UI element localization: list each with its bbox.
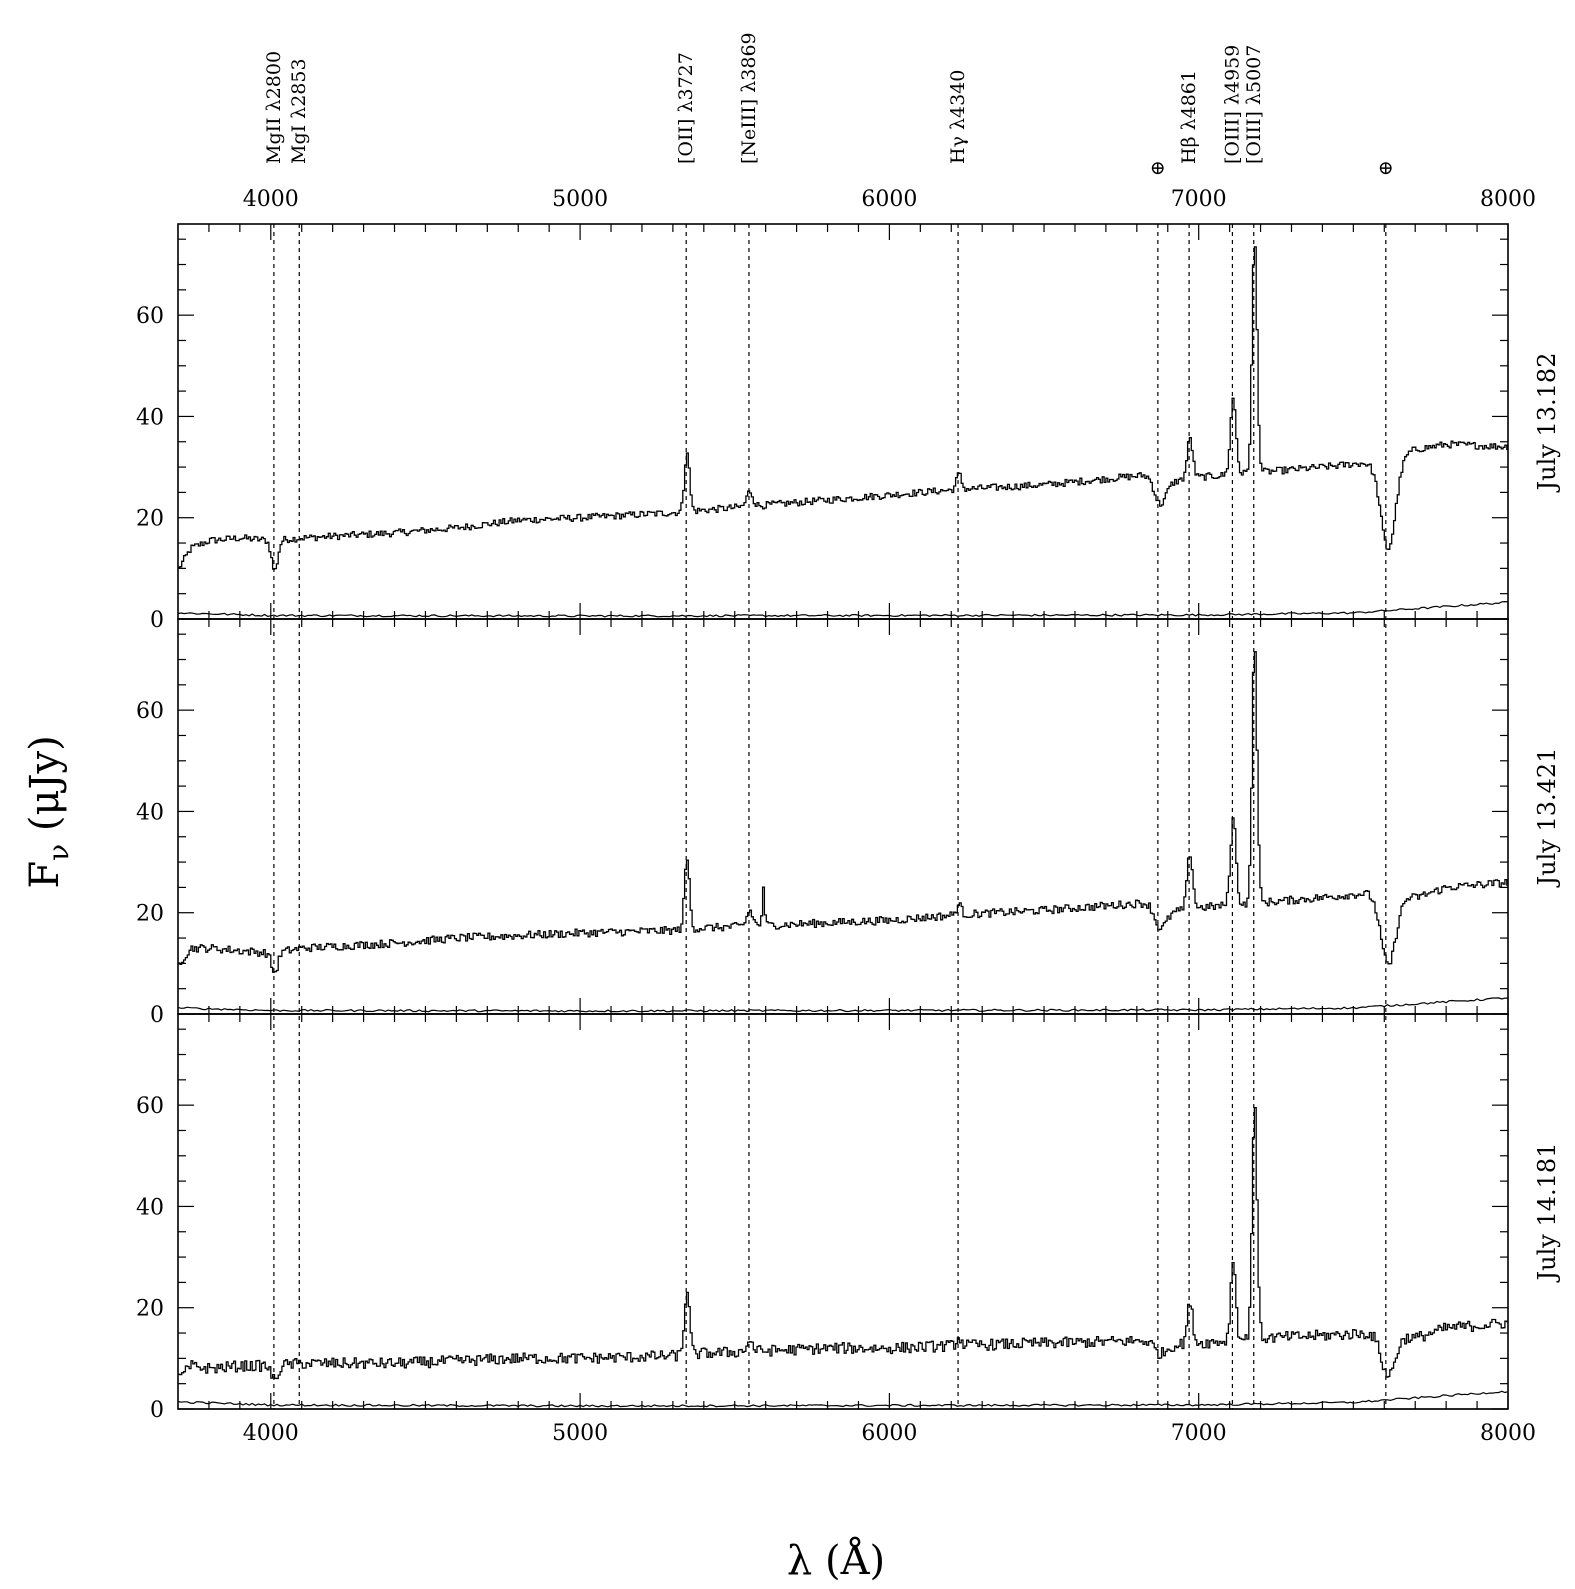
spectrum-line-1 — [178, 651, 1508, 973]
x-tick-label-bottom-4000: 4000 — [243, 1421, 299, 1446]
x-tick-label-top-8000: 8000 — [1480, 187, 1536, 212]
y-tick-label-1-20: 20 — [136, 902, 164, 927]
y-tick-label-1-60: 60 — [136, 699, 164, 724]
panel-label-0: July 13.182 — [1533, 353, 1561, 494]
y-axis-title-subscript: ν — [42, 844, 75, 861]
panel-frame-1 — [177, 618, 1509, 1015]
marker-label-2: [OII] λ3727 — [675, 52, 697, 164]
marker-label-0: MgII λ2800 — [263, 51, 285, 164]
y-tick-label-2-40: 40 — [136, 1195, 164, 1220]
spectrum-line-0 — [178, 246, 1508, 570]
spectrum-line-2 — [178, 1106, 1508, 1380]
panel-frame-0 — [177, 223, 1509, 620]
panel-label-1: July 13.421 — [1533, 748, 1561, 889]
y-tick-label-0-60: 60 — [136, 304, 164, 329]
y-tick-label-1-40: 40 — [136, 800, 164, 825]
y-tick-label-0-0: 0 — [150, 608, 164, 633]
marker-label-5: ⊕ — [1150, 157, 1166, 179]
error-line-2 — [177, 1390, 1509, 1408]
marker-label-9: ⊕ — [1378, 157, 1394, 179]
x-tick-label-bottom-6000: 6000 — [861, 1421, 917, 1446]
error-line-0 — [177, 600, 1509, 618]
x-tick-label-top-4000: 4000 — [243, 187, 299, 212]
panel-label-2: July 14.181 — [1533, 1143, 1561, 1284]
spectra-series — [177, 246, 1509, 1410]
panel-frame-2 — [177, 1013, 1509, 1410]
y-tick-label-1-0: 0 — [150, 1003, 164, 1028]
x-tick-label-top-5000: 5000 — [552, 187, 608, 212]
x-tick-label-bottom-5000: 5000 — [552, 1421, 608, 1446]
y-tick-label-2-20: 20 — [136, 1297, 164, 1322]
marker-label-8: [OIII] λ5007 — [1243, 45, 1265, 164]
panel-frames — [177, 223, 1509, 1410]
axis-labels: MgII λ2800 MgI λ2853 [OII] λ3727 [NeIII] λ3… — [136, 32, 1561, 1446]
emission-line-markers — [273, 224, 1387, 1409]
y-axis-title: Fν (μJy) — [22, 735, 75, 888]
marker-label-6: Hβ λ4861 — [1178, 70, 1200, 164]
x-tick-label-top-7000: 7000 — [1171, 187, 1227, 212]
marker-label-1: MgI λ2853 — [288, 58, 310, 164]
y-tick-label-0-20: 20 — [136, 507, 164, 532]
y-axis-title-symbol: F — [22, 861, 68, 889]
x-tick-label-top-6000: 6000 — [861, 187, 917, 212]
x-tick-label-bottom-8000: 8000 — [1480, 1421, 1536, 1446]
error-line-1 — [177, 997, 1508, 1013]
x-tick-label-bottom-7000: 7000 — [1171, 1421, 1227, 1446]
x-axis-title: λ (Å) — [787, 1537, 885, 1584]
y-tick-label-2-0: 0 — [150, 1398, 164, 1423]
axis-ticks — [178, 224, 1509, 1410]
marker-label-4: Hγ λ4340 — [947, 70, 969, 164]
marker-label-7: [OIII] λ4959 — [1221, 45, 1243, 164]
y-axis-title-unit: (μJy) — [22, 735, 68, 844]
y-tick-label-2-60: 60 — [136, 1094, 164, 1119]
marker-label-3: [NeIII] λ3869 — [738, 32, 760, 164]
y-tick-label-0-40: 40 — [136, 405, 164, 430]
